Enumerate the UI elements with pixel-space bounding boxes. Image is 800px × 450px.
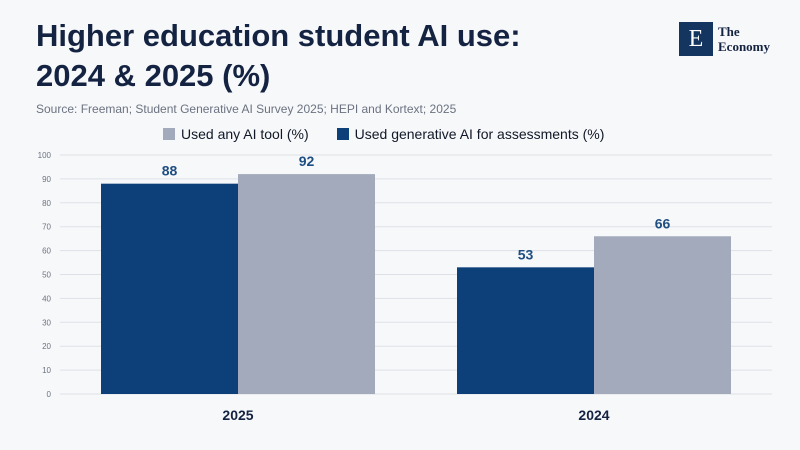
legend-item-gen-ai: Used generative AI for assessments (%) bbox=[336, 126, 605, 142]
y-tick-label: 30 bbox=[42, 318, 51, 327]
bar bbox=[238, 174, 375, 394]
bar bbox=[457, 267, 594, 394]
y-tick-label: 10 bbox=[42, 366, 51, 375]
x-tick-label: 2024 bbox=[578, 407, 609, 423]
y-tick-label: 100 bbox=[38, 151, 52, 160]
y-tick-label: 70 bbox=[42, 223, 51, 232]
data-label: 53 bbox=[518, 246, 534, 262]
data-label: 88 bbox=[162, 163, 178, 179]
logo-line2: Economy bbox=[718, 39, 770, 54]
bar bbox=[594, 236, 731, 394]
y-tick-label: 90 bbox=[42, 175, 51, 184]
data-label: 92 bbox=[299, 153, 315, 169]
chart-legend: Used any AI tool (%) Used generative AI … bbox=[163, 126, 632, 142]
the-economy-logo: E The Economy bbox=[679, 22, 770, 56]
y-tick-label: 20 bbox=[42, 342, 51, 351]
logo-wordmark: The Economy bbox=[718, 24, 770, 54]
legend-label-any-ai: Used any AI tool (%) bbox=[181, 126, 309, 142]
y-tick-label: 60 bbox=[42, 247, 51, 256]
logo-line1: The bbox=[718, 24, 740, 39]
logo-mark: E bbox=[679, 22, 713, 56]
legend-swatch-gen-ai bbox=[336, 128, 349, 140]
legend-item-any-ai: Used any AI tool (%) bbox=[163, 126, 309, 142]
data-label: 66 bbox=[655, 215, 671, 231]
y-tick-label: 40 bbox=[42, 294, 51, 303]
legend-swatch-any-ai bbox=[163, 128, 175, 140]
chart-title-line2: 2024 & 2025 (%) bbox=[36, 58, 271, 93]
source-note: Source: Freeman; Student Generative AI S… bbox=[36, 102, 457, 116]
x-tick-label: 2025 bbox=[222, 407, 253, 423]
chart-title-line1: Higher education student AI use: bbox=[36, 18, 521, 53]
y-tick-label: 80 bbox=[42, 199, 51, 208]
legend-label-gen-ai: Used generative AI for assessments (%) bbox=[354, 126, 605, 142]
chart-title: Higher education student AI use: 2024 & … bbox=[36, 16, 636, 96]
bar bbox=[101, 183, 238, 394]
y-tick-label: 50 bbox=[42, 271, 51, 280]
y-tick-label: 0 bbox=[47, 390, 52, 399]
